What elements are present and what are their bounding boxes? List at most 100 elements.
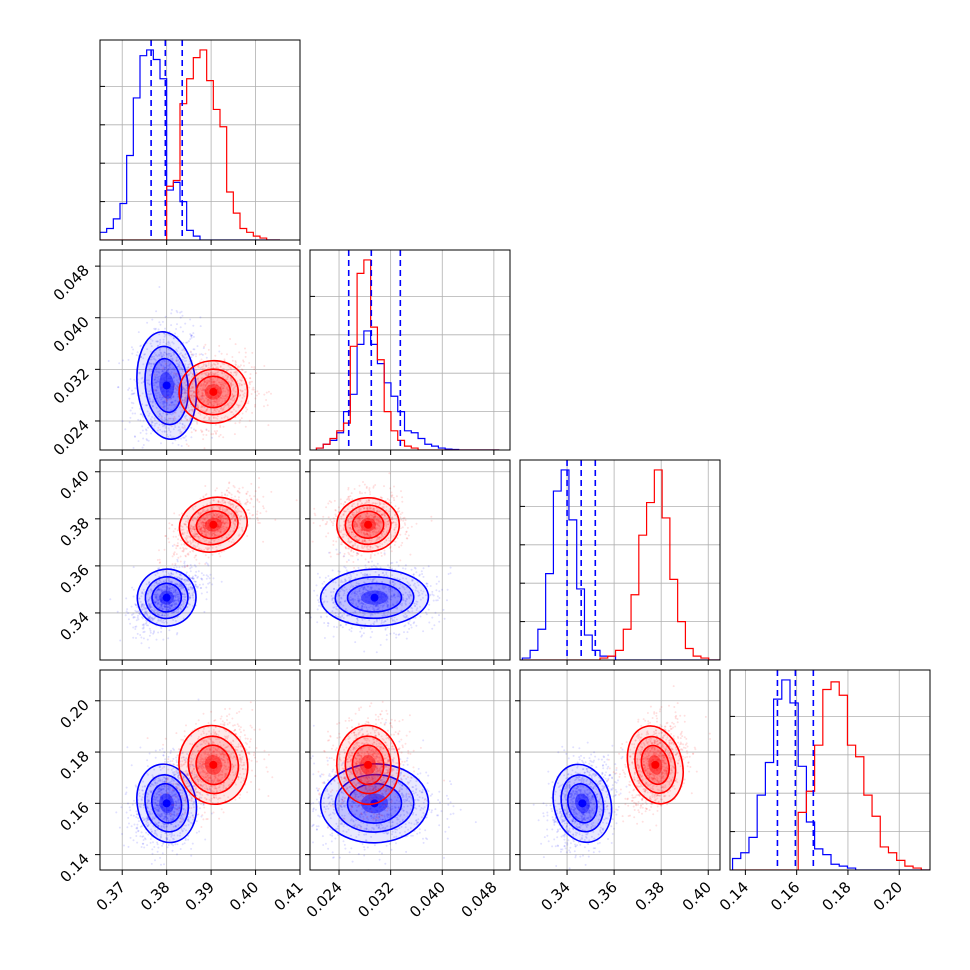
sample-point	[369, 587, 372, 589]
sample-point	[393, 632, 395, 635]
sample-point	[313, 512, 316, 515]
sample-point	[345, 588, 348, 591]
sample-point	[222, 395, 225, 398]
sample-point	[186, 403, 189, 406]
sample-point	[211, 518, 214, 521]
sample-point	[146, 321, 149, 324]
sample-point	[204, 385, 207, 388]
sample-point	[160, 388, 163, 391]
sample-point	[367, 535, 370, 538]
sample-point	[223, 404, 226, 407]
sample-point	[199, 398, 202, 401]
sample-point	[217, 530, 220, 532]
sample-point	[170, 375, 173, 378]
sample-point	[381, 614, 384, 617]
sample-point	[213, 400, 216, 403]
sample-point	[220, 536, 223, 539]
sample-point	[194, 580, 197, 583]
sample-point	[206, 382, 209, 384]
sample-point	[213, 383, 215, 386]
sample-point	[360, 527, 363, 530]
sample-point	[150, 606, 153, 609]
sample-point	[184, 417, 187, 420]
sample-point	[203, 372, 206, 375]
sample-point	[216, 402, 219, 405]
sample-point	[252, 388, 255, 391]
sample-point	[327, 516, 330, 519]
sample-point	[141, 627, 144, 630]
sample-point	[224, 390, 227, 393]
sample-point	[334, 581, 337, 584]
sample-point	[142, 637, 145, 640]
sample-point	[156, 595, 159, 598]
sample-point	[147, 426, 150, 429]
sample-point	[163, 548, 166, 551]
sample-point	[244, 351, 247, 354]
sample-point	[212, 517, 215, 520]
sample-point	[217, 530, 220, 532]
sample-point	[164, 589, 167, 592]
sample-point	[146, 393, 149, 396]
sample-point	[177, 576, 180, 579]
sample-point	[181, 386, 184, 389]
sample-point	[167, 579, 170, 582]
sample-point	[167, 637, 170, 640]
sample-point	[204, 384, 207, 387]
sample-point	[211, 516, 214, 519]
sample-point	[172, 595, 175, 598]
sample-point	[420, 570, 423, 573]
sample-point	[371, 580, 374, 583]
sample-point	[154, 388, 157, 391]
sample-point	[217, 525, 220, 528]
sample-point	[220, 530, 222, 533]
sample-point	[372, 578, 375, 581]
sample-point	[183, 424, 186, 427]
sample-point	[382, 587, 385, 590]
sample-point	[149, 597, 151, 600]
sample-point	[204, 343, 207, 346]
sample-point	[136, 606, 139, 609]
sample-point	[207, 395, 210, 398]
sample-point	[166, 398, 169, 401]
sample-point	[182, 548, 185, 551]
sample-point	[351, 505, 354, 508]
sample-point	[171, 587, 174, 590]
sample-point	[205, 374, 208, 377]
sample-point	[201, 578, 204, 581]
sample-point	[158, 567, 161, 570]
sample-point	[161, 601, 164, 604]
sample-point	[168, 380, 171, 383]
sample-point	[192, 527, 195, 530]
sample-point	[179, 311, 182, 314]
sample-point	[208, 381, 210, 384]
sample-point	[192, 372, 194, 375]
sample-point	[163, 367, 166, 370]
sample-point	[326, 600, 329, 603]
sample-point	[167, 537, 170, 540]
sample-point	[200, 517, 203, 520]
sample-point	[157, 385, 160, 388]
sample-point	[222, 525, 225, 528]
sample-point	[148, 412, 151, 415]
sample-point	[204, 389, 207, 392]
sample-point	[390, 518, 393, 521]
sample-point	[197, 512, 200, 515]
sample-point	[230, 541, 233, 543]
sample-point	[157, 631, 160, 634]
sample-point	[146, 638, 149, 641]
sample-point	[166, 373, 169, 376]
sample-point	[207, 399, 210, 402]
sample-point	[154, 368, 157, 371]
sample-point	[366, 609, 369, 612]
sample-point	[241, 530, 244, 533]
sample-point	[231, 356, 234, 358]
sample-point	[149, 400, 152, 403]
sample-point	[340, 529, 343, 532]
sample-point	[354, 598, 356, 601]
sample-point	[218, 397, 221, 400]
sample-point	[171, 400, 174, 403]
sample-point	[363, 574, 366, 576]
sample-point	[362, 603, 365, 606]
sample-point	[162, 394, 165, 397]
sample-point	[265, 399, 268, 401]
